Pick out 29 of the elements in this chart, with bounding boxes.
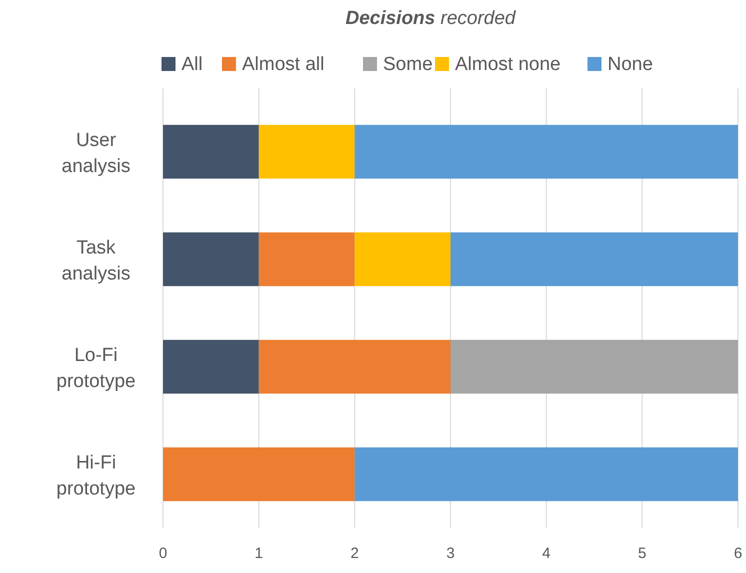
bar xyxy=(163,232,259,286)
x-tick-label: 2 xyxy=(350,545,359,562)
x-tick-label: 0 xyxy=(158,545,168,562)
bar xyxy=(354,124,738,179)
bar xyxy=(258,124,355,179)
x-tick-label: 6 xyxy=(734,545,742,562)
y-tick-label: User analysis xyxy=(62,130,130,177)
bar xyxy=(163,124,259,179)
bar xyxy=(354,232,450,286)
bar xyxy=(163,340,259,394)
legend-label: Some xyxy=(383,54,433,75)
legend-label: Almost all xyxy=(242,54,324,75)
bar xyxy=(258,232,355,286)
chart-title: Decisions recorded xyxy=(345,8,517,29)
y-tick-label: Task analysis xyxy=(62,237,130,284)
y-tick-label: Lo-Fi prototype xyxy=(56,344,136,392)
x-tick-label: 3 xyxy=(446,545,455,562)
legend-label: Almost none xyxy=(455,54,561,75)
bar xyxy=(450,232,738,286)
bar xyxy=(354,447,738,502)
x-tick-label: 4 xyxy=(542,545,551,562)
bar xyxy=(163,447,355,502)
y-tick-label: Hi-Fi prototype xyxy=(56,452,136,500)
bar xyxy=(450,340,738,394)
legend-label: None xyxy=(608,54,653,75)
x-tick-label: 5 xyxy=(638,545,646,562)
x-tick-label: 1 xyxy=(254,545,264,562)
legend-label: All xyxy=(182,54,203,75)
bar xyxy=(258,340,450,394)
